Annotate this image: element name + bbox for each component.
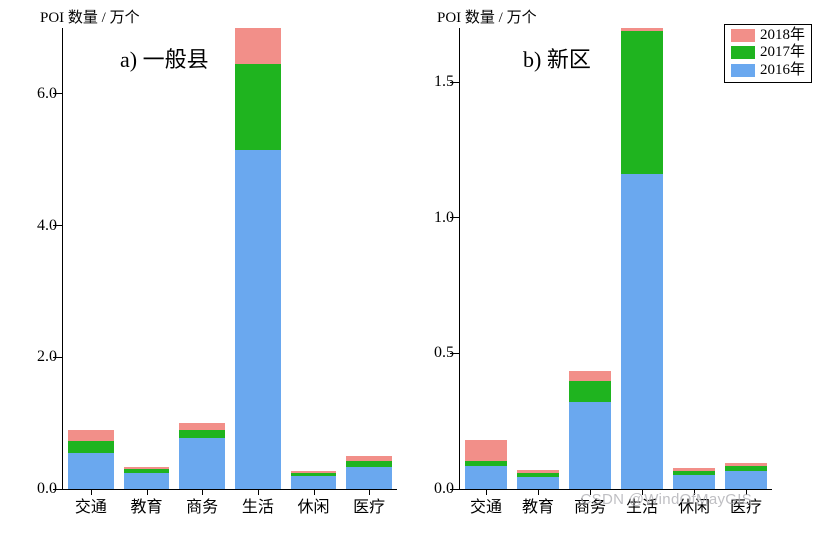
bar-segment-red <box>235 28 281 64</box>
panel-left: POI 数量 / 万个a) 一般县0.02.04.06.0交通教育商务生活休闲医… <box>0 0 405 534</box>
x-label: 休闲 <box>298 493 330 517</box>
legend-label: 2018年 <box>760 27 805 44</box>
bars-wrap: 交通教育商务生活休闲医疗 <box>63 28 397 489</box>
legend-label: 2016年 <box>760 62 805 79</box>
bar-slot: 教育 <box>512 28 564 489</box>
legend-swatch <box>731 64 755 77</box>
stacked-bar <box>569 371 612 489</box>
legend-swatch <box>731 46 755 59</box>
stacked-bar <box>465 440 508 489</box>
stacked-bar <box>179 423 225 489</box>
stacked-bar <box>346 456 392 489</box>
bar-slot: 生活 <box>230 28 286 489</box>
stacked-bar <box>124 467 170 489</box>
legend-swatch <box>731 29 755 42</box>
stacked-bar <box>68 430 114 489</box>
legend: 2018年2017年2016年 <box>724 24 812 83</box>
legend-item: 2018年 <box>731 27 805 44</box>
bar-slot: 医疗 <box>341 28 397 489</box>
bar-segment-blue <box>68 453 114 489</box>
x-label: 休闲 <box>678 493 710 517</box>
bar-segment-blue <box>621 174 664 489</box>
x-label: 商务 <box>574 493 606 517</box>
bar-segment-blue <box>725 471 768 489</box>
x-label: 生活 <box>242 493 274 517</box>
bar-segment-green <box>179 430 225 438</box>
x-label: 教育 <box>522 493 554 517</box>
bar-segment-green <box>569 381 612 403</box>
y-tick-label: 0.0 <box>17 480 57 498</box>
y-tick-label: 0.0 <box>414 480 454 498</box>
y-axis-title: POI 数量 / 万个 <box>40 6 140 27</box>
stacked-bar <box>673 468 716 489</box>
bar-slot: 休闲 <box>286 28 342 489</box>
bar-slot: 交通 <box>460 28 512 489</box>
x-label: 医疗 <box>353 493 385 517</box>
x-label: 教育 <box>130 493 162 517</box>
bar-slot: 休闲 <box>668 28 720 489</box>
bar-segment-green <box>621 31 664 175</box>
bar-slot: 教育 <box>119 28 175 489</box>
plot-area: 0.00.51.01.5交通教育商务生活休闲医疗 <box>459 28 772 490</box>
stacked-bar <box>235 28 281 489</box>
legend-item: 2017年 <box>731 44 805 61</box>
bar-segment-blue <box>517 477 560 489</box>
y-tick-label: 6.0 <box>17 85 57 103</box>
bar-segment-blue <box>291 476 337 489</box>
stacked-bar <box>725 463 768 489</box>
bar-segment-blue <box>124 473 170 489</box>
bar-segment-blue <box>235 150 281 489</box>
stacked-bar <box>517 469 560 489</box>
bar-slot: 医疗 <box>720 28 772 489</box>
x-label: 商务 <box>186 493 218 517</box>
y-tick-label: 0.5 <box>414 344 454 362</box>
bar-slot: 商务 <box>174 28 230 489</box>
legend-item: 2016年 <box>731 62 805 79</box>
panels-container: POI 数量 / 万个a) 一般县0.02.04.06.0交通教育商务生活休闲医… <box>0 0 818 534</box>
bars-wrap: 交通教育商务生活休闲医疗 <box>460 28 772 489</box>
bar-segment-blue <box>569 402 612 489</box>
bar-segment-blue <box>673 475 716 489</box>
legend-label: 2017年 <box>760 44 805 61</box>
y-axis-title: POI 数量 / 万个 <box>437 6 537 27</box>
bar-slot: 生活 <box>616 28 668 489</box>
bar-segment-red <box>179 423 225 430</box>
bar-segment-blue <box>465 466 508 489</box>
bar-segment-blue <box>346 467 392 489</box>
x-label: 医疗 <box>730 493 762 517</box>
bar-slot: 商务 <box>564 28 616 489</box>
x-label: 生活 <box>626 493 658 517</box>
bar-segment-red <box>569 371 612 380</box>
y-tick-label: 2.0 <box>17 348 57 366</box>
x-label: 交通 <box>470 493 502 517</box>
bar-segment-blue <box>179 438 225 489</box>
stacked-bar <box>621 28 664 489</box>
x-label: 交通 <box>75 493 107 517</box>
bar-slot: 交通 <box>63 28 119 489</box>
y-tick-label: 1.5 <box>414 73 454 91</box>
bar-segment-green <box>235 64 281 150</box>
y-tick-label: 1.0 <box>414 209 454 227</box>
plot-area: 0.02.04.06.0交通教育商务生活休闲医疗 <box>62 28 397 490</box>
bar-segment-red <box>465 440 508 460</box>
bar-segment-green <box>68 441 114 453</box>
stacked-bar <box>291 471 337 489</box>
bar-segment-red <box>68 430 114 441</box>
y-tick-label: 4.0 <box>17 217 57 235</box>
